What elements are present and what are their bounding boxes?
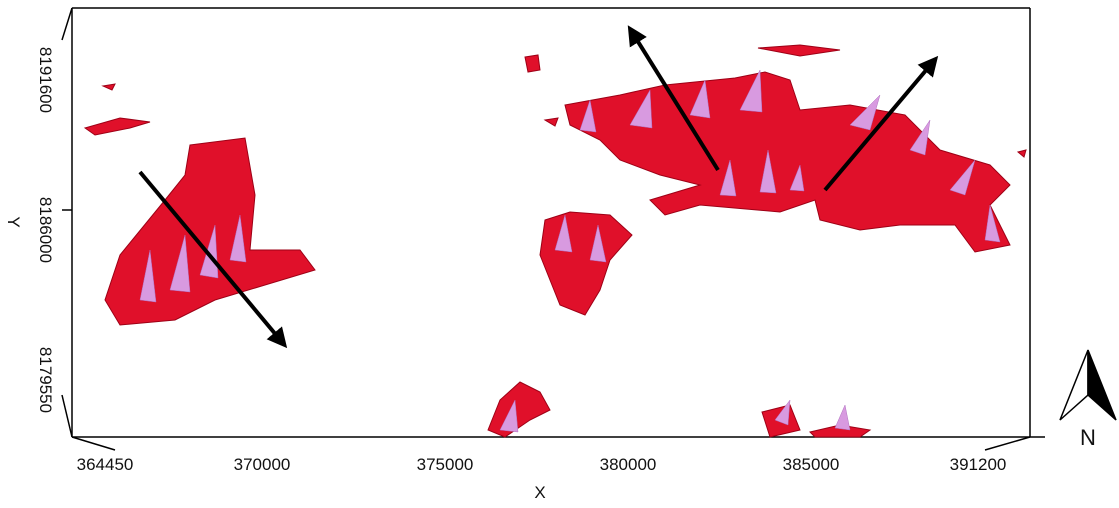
y-tick-label: 8191600 [36,47,55,113]
x-tick-label: 370000 [234,455,291,474]
x-tick-label: 375000 [417,455,474,474]
x-tick-label: 380000 [600,455,657,474]
north-arrow [1059,349,1117,421]
direction-arrow [823,55,939,192]
direction-arrow [138,170,288,349]
ore-bodies [83,44,1027,438]
x-tick-label: 391200 [950,455,1007,474]
frame [61,7,1045,451]
y-tick-label: 8179550 [36,347,55,413]
x-axis-label: X [534,483,545,502]
x-tick-label: 364450 [77,455,134,474]
x-tick-label: 385000 [783,455,840,474]
y-tick-label: 8186000 [36,197,55,263]
y-axis-label: Y [4,216,23,227]
direction-arrow [627,25,720,172]
north-label: N [1080,425,1096,450]
